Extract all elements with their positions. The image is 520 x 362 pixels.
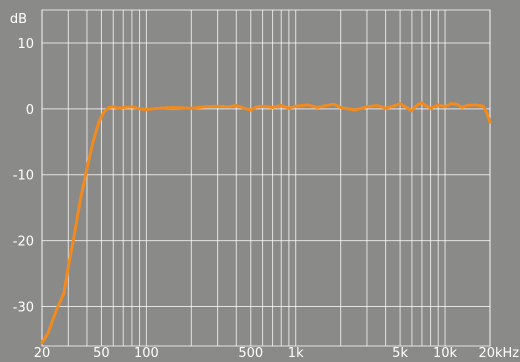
x-tick-label: 20 [34,346,51,361]
x-tick-label: 10k [433,346,458,361]
x-tick-label: 50 [93,346,110,361]
x-tick-label: 500 [238,346,263,361]
x-tick-label: 1k [288,346,304,361]
y-tick-label: 0 [26,103,34,118]
y-tick-label: -10 [13,169,34,184]
y-tick-label: 10 [17,37,34,52]
x-tick-label: 20 [478,346,495,361]
x-tick-label: 5k [392,346,408,361]
series-layer [40,101,492,345]
plot-frame [41,9,491,347]
response-curve-line [40,101,492,345]
y-unit-label: dB [10,12,27,27]
y-tick-label: -30 [13,300,34,315]
x-tick-labels: 20 50 100 500 1k 5k 10k 20 [34,346,495,361]
grid [41,10,491,346]
x-tick-label: 100 [134,346,159,361]
x-unit-label: kHz [495,346,519,361]
y-tick-labels: 10 0 -10 -20 -30 [13,37,34,316]
y-tick-label: -20 [13,235,34,250]
